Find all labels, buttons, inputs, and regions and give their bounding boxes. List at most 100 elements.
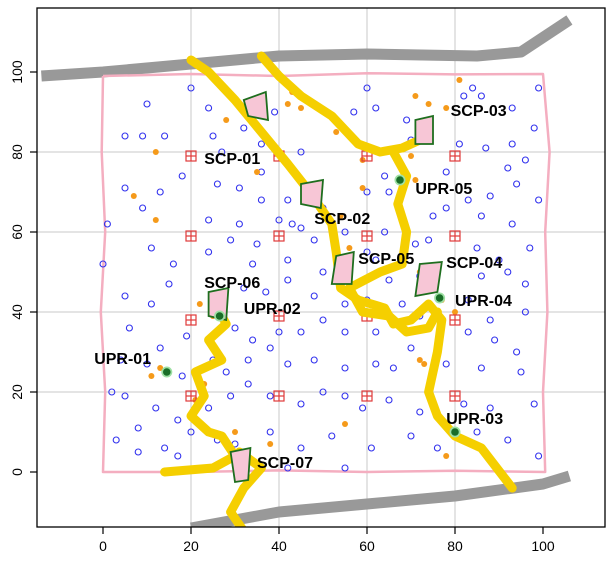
upr-point-upr-01 [163,368,171,376]
plot-point [521,308,529,316]
road-layer [41,15,573,527]
plot-point [482,144,490,152]
plot-point [486,316,494,324]
plot-point [222,368,230,376]
plot-point [271,108,279,116]
plot-point [341,228,349,236]
plot-point [464,196,472,204]
plot-frame [36,7,606,528]
label-layer: SCP-01 SCP-02 SCP-03 SCP-04 SCP-05 SCP-06 SCP-… [94,103,512,472]
plot-point [469,84,477,92]
road [41,15,573,82]
plot-point [372,360,380,368]
label-scp-06: SCP-06 [204,275,260,292]
plot-point [174,452,182,460]
plot-point [363,188,371,196]
plot-point [297,224,305,232]
plot-point [205,216,213,224]
plot-point [429,212,437,220]
orange-point [223,117,230,123]
plot-point [310,292,318,300]
plot-point [508,104,516,112]
label-scp-07: SCP-07 [257,455,313,472]
plot-point [495,256,503,264]
plot-point [266,428,274,436]
plot-point [275,328,283,336]
plot-point [504,164,512,172]
plot-point [231,324,239,332]
plot-point [218,148,226,156]
x-tick-label: 20 [183,538,199,554]
grid-layer [37,8,605,527]
x-tick-label: 60 [359,538,375,554]
upr-point-upr-03 [451,428,459,436]
plot-point [262,288,270,296]
y-tick-label: 80 [9,144,25,160]
plot-point [363,84,371,92]
plot-point [205,404,213,412]
orange-point [232,429,238,435]
plot-point [442,204,450,212]
plot-point [341,364,349,372]
plot-point [486,404,494,412]
orange-point [298,105,304,111]
plot-point [477,272,485,280]
plot-point [491,336,499,344]
plot-point [416,408,424,416]
scp-plot-scp-06 [207,286,230,322]
orange-point [412,93,419,99]
grid-marker [361,390,373,402]
plot-point [297,400,305,408]
plot-point [535,452,543,460]
orange-point [196,301,203,307]
plot-point [341,392,349,400]
label-scp-01: SCP-01 [204,151,260,168]
orange-point [421,361,428,367]
plot-point [284,276,292,284]
plot-point [121,292,129,300]
x-tick-label: 80 [447,538,463,554]
orange-point [359,157,366,163]
plot-point [121,184,129,192]
plot-point [341,328,349,336]
plot-point [156,344,164,352]
plot-point [477,364,485,372]
plot-point [178,372,186,380]
orange-point [157,365,164,371]
plot-point [381,172,389,180]
upr-point-upr-02 [215,312,224,320]
plot-point [244,356,252,364]
plot-point [460,400,468,408]
grid-marker [361,230,373,242]
grid-marker [449,230,461,242]
plot-point [249,336,257,344]
plot-point [464,296,472,304]
plot-point [473,244,481,252]
plot-point [134,448,142,456]
plot-point [513,180,521,188]
plot-point [108,388,116,396]
plot-point [121,392,129,400]
plot-point [297,148,305,156]
plot-point [310,356,318,364]
orange-point [148,373,155,379]
scp-plot-layer [207,90,443,484]
plot-frame-layer [37,8,605,527]
plot-point [442,168,450,176]
plot-point [341,300,349,308]
plot-point [284,256,292,264]
plot-point [284,196,292,204]
upr-point-upr-04 [435,294,444,302]
plot-point [235,220,243,228]
orange-point [342,421,348,427]
plot-point [341,464,349,472]
plot-point [143,100,151,108]
plot-point [477,92,485,100]
plot-point [504,436,512,444]
label-scp-02: SCP-02 [314,211,370,228]
plot-point [381,228,389,236]
grid-marker [273,230,285,242]
orange-point [152,217,159,223]
grid-marker-layer [185,150,461,402]
